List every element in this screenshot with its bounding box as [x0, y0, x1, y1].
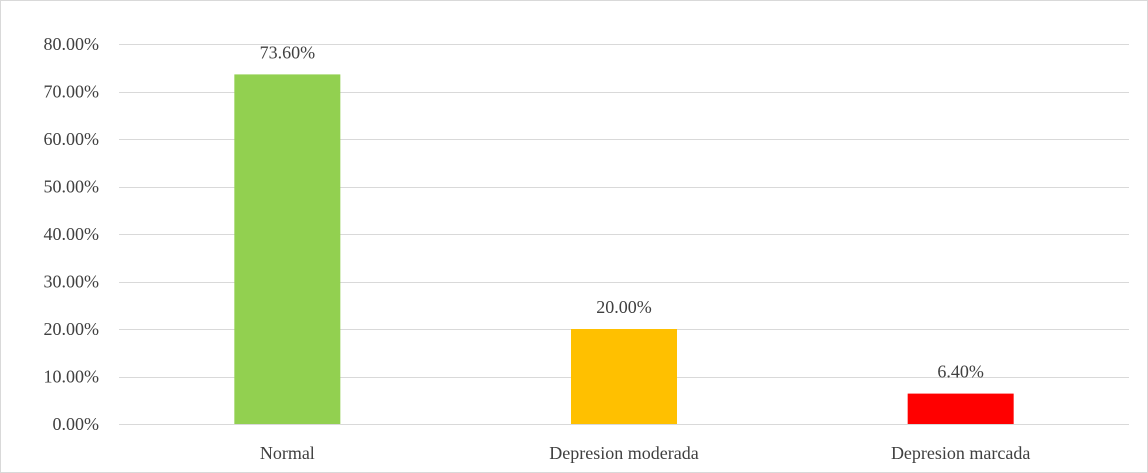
y-tick-label: 30.00% [44, 272, 100, 292]
x-category-label: Depresion moderada [549, 443, 698, 463]
y-tick-label: 60.00% [44, 129, 100, 149]
bar [234, 74, 341, 425]
x-category-label: Depresion marcada [891, 443, 1030, 463]
bar [907, 393, 1014, 424]
x-category-label: Normal [260, 443, 315, 463]
y-tick-label: 40.00% [44, 224, 100, 244]
y-tick-label: 70.00% [44, 82, 100, 102]
data-label: 6.40% [937, 362, 984, 382]
y-axis-tick-labels: 0.00% 10.00% 20.00% 30.00% 40.00% 50.00% 60.00… [44, 34, 100, 434]
data-labels: 73.60% 20.00% 6.40% [260, 42, 984, 381]
y-tick-label: 20.00% [44, 319, 100, 339]
y-tick-label: 50.00% [44, 177, 100, 197]
bars [234, 74, 1014, 425]
x-axis-category-labels: Normal Depresion moderada Depresion marcad… [260, 443, 1031, 463]
data-label: 73.60% [260, 42, 316, 62]
data-label: 20.00% [596, 297, 652, 317]
y-tick-label: 0.00% [53, 414, 100, 434]
y-tick-label: 10.00% [44, 367, 100, 387]
bar [571, 329, 677, 424]
y-tick-label: 80.00% [44, 34, 100, 54]
